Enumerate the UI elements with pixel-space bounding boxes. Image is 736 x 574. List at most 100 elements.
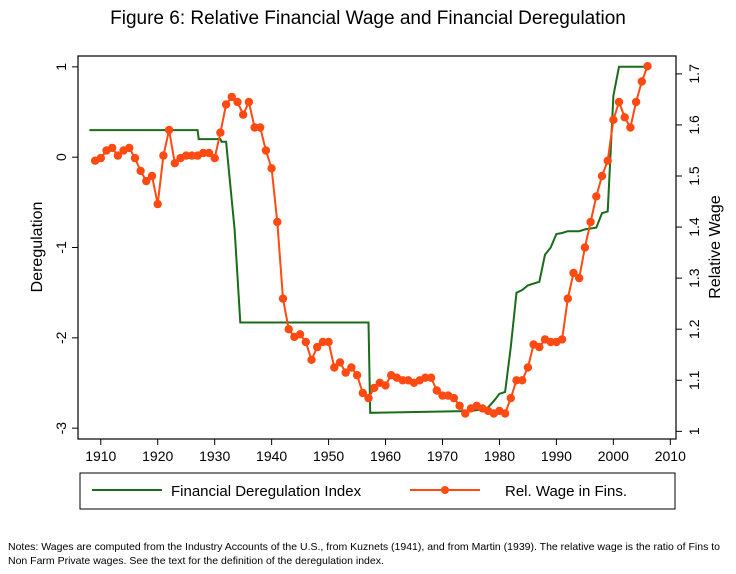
legend: Financial Deregulation Index Rel. Wage i… bbox=[79, 472, 676, 510]
wage-data-point bbox=[227, 92, 236, 102]
legend-wage-marker bbox=[441, 486, 449, 494]
x-tick-label: 1920 bbox=[142, 448, 173, 464]
wage-data-point bbox=[335, 358, 345, 367]
left-tick-label: -3 bbox=[53, 422, 69, 435]
x-tick-label: 1940 bbox=[256, 448, 287, 464]
series-layer bbox=[89, 61, 652, 418]
wage-data-point bbox=[284, 325, 293, 334]
right-tick-label: 1.6 bbox=[686, 115, 702, 135]
wage-data-point bbox=[313, 342, 322, 352]
left-axis-ticks: 1 0 -1 -2 -3 bbox=[53, 63, 78, 435]
x-tick-label: 2010 bbox=[655, 448, 686, 464]
wage-data-point bbox=[159, 151, 168, 160]
wage-data-point bbox=[592, 192, 601, 201]
wage-data-point bbox=[580, 243, 590, 252]
wage-data-point bbox=[381, 381, 390, 390]
wage-data-point bbox=[609, 115, 618, 125]
wage-data-point bbox=[500, 409, 510, 418]
right-tick-label: 1.2 bbox=[686, 319, 702, 339]
wage-data-point bbox=[130, 153, 140, 163]
wage-data-point bbox=[637, 77, 646, 86]
wage-data-point bbox=[341, 368, 350, 377]
chart: 1 0 -1 -2 -3 1 1.1 1.2 1.3 1.4 1.5 1.6 1.7 1910 1920… bbox=[29, 55, 724, 510]
wage-data-point bbox=[256, 123, 265, 132]
wage-data-point bbox=[643, 61, 652, 71]
left-tick-label: 0 bbox=[53, 153, 69, 161]
figure-title: Figure 6: Relative Financial Wage and Fi… bbox=[110, 8, 626, 29]
x-tick-label: 1970 bbox=[427, 448, 458, 464]
left-axis-title: Deregulation bbox=[29, 202, 46, 293]
wage-data-point bbox=[597, 171, 607, 181]
wage-data-point bbox=[136, 166, 145, 176]
x-tick-label: 1980 bbox=[484, 448, 515, 464]
wage-data-point bbox=[523, 363, 533, 372]
wage-data-point bbox=[170, 159, 179, 168]
wage-data-point bbox=[506, 393, 515, 403]
legend-wage-label: Rel. Wage in Fins. bbox=[505, 483, 627, 500]
wage-data-point bbox=[125, 143, 134, 153]
wage-data-point bbox=[324, 337, 333, 347]
x-tick-label: 1910 bbox=[85, 448, 116, 464]
wage-data-point bbox=[535, 342, 544, 352]
figure-notes: Notes: Wages are computed from the Indus… bbox=[8, 541, 720, 567]
wage-data-point bbox=[432, 386, 441, 395]
wage-data-point bbox=[358, 388, 367, 398]
wage-data-point bbox=[301, 337, 310, 347]
wage-data-point bbox=[614, 97, 624, 107]
right-tick-label: 1.3 bbox=[686, 268, 702, 288]
wage-data-point bbox=[370, 383, 379, 393]
wage-data-point bbox=[153, 199, 162, 209]
wage-data-point bbox=[96, 153, 106, 163]
wage-data-point bbox=[426, 373, 436, 382]
wage-data-point bbox=[142, 176, 151, 186]
wage-data-point bbox=[244, 97, 254, 107]
right-tick-label: 1.1 bbox=[686, 370, 702, 390]
x-tick-label: 2000 bbox=[598, 448, 629, 464]
wage-data-point bbox=[307, 355, 316, 364]
wage-data-point bbox=[631, 97, 641, 107]
series-line-relative-wage bbox=[94, 65, 649, 415]
wage-data-point bbox=[204, 148, 214, 158]
wage-data-point bbox=[147, 171, 157, 181]
wage-data-point bbox=[295, 330, 305, 339]
wage-data-point bbox=[603, 156, 612, 165]
wage-data-point bbox=[563, 294, 572, 303]
wage-data-point bbox=[575, 273, 584, 283]
wage-data-point bbox=[518, 376, 527, 385]
wage-data-point bbox=[364, 393, 373, 403]
wage-data-point bbox=[347, 363, 356, 372]
wage-data-point bbox=[108, 143, 117, 153]
left-tick-label: -1 bbox=[53, 241, 69, 254]
right-tick-label: 1.5 bbox=[686, 166, 702, 186]
x-tick-label: 1990 bbox=[541, 448, 572, 464]
right-axis-title: Relative Wage bbox=[707, 195, 724, 299]
wage-data-point bbox=[461, 409, 470, 418]
wage-data-point bbox=[216, 128, 225, 137]
right-tick-label: 1.4 bbox=[686, 217, 702, 237]
wage-data-point bbox=[261, 146, 271, 155]
x-tick-label: 1960 bbox=[370, 448, 401, 464]
wage-data-point bbox=[557, 335, 567, 344]
wage-data-point bbox=[233, 97, 242, 107]
wage-data-point bbox=[626, 123, 635, 132]
right-tick-label: 1 bbox=[686, 427, 702, 435]
wage-data-point bbox=[273, 217, 282, 227]
wage-data-point bbox=[267, 164, 276, 173]
x-tick-label: 1930 bbox=[199, 448, 230, 464]
wage-data-point bbox=[330, 363, 339, 372]
left-tick-label: 1 bbox=[53, 63, 69, 71]
legend-box bbox=[79, 472, 676, 510]
series-line-deregulation-index bbox=[89, 65, 648, 414]
wage-data-point bbox=[221, 100, 231, 109]
wage-data-point bbox=[278, 294, 288, 303]
wage-data-point bbox=[569, 268, 578, 278]
wage-data-point bbox=[620, 113, 629, 122]
left-tick-label: -2 bbox=[53, 331, 69, 344]
right-tick-label: 1.7 bbox=[686, 64, 702, 84]
wage-data-point bbox=[455, 401, 464, 410]
right-axis-ticks: 1 1.1 1.2 1.3 1.4 1.5 1.6 1.7 bbox=[676, 64, 702, 435]
x-tick-label: 1950 bbox=[313, 448, 344, 464]
wage-data-point bbox=[164, 125, 174, 135]
wage-data-point bbox=[210, 153, 219, 163]
wage-data-point bbox=[449, 393, 459, 403]
